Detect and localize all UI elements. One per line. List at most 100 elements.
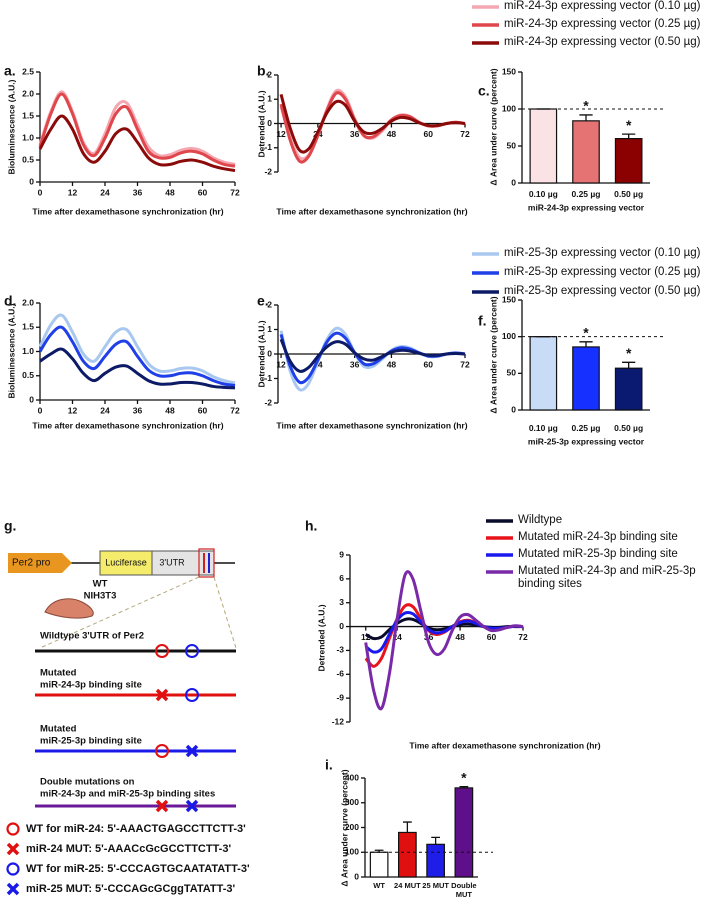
mut-site [155,799,169,813]
x-tick-label: 36 [133,187,143,197]
y-tick-label: 2.0 [22,297,34,307]
y-tick-label: 0 [511,177,516,187]
y-tick-label: 50 [507,368,517,378]
bar [572,346,600,411]
y-tick-label: -3 [336,645,344,655]
wt-site [185,644,199,658]
legend-label: Wildtype [518,514,563,526]
row-label: Wildtype 3'UTR of Per2 [40,631,144,642]
x-tick-label: 36 [133,405,143,415]
x-tick-label: 36 [350,129,360,139]
series-line [279,338,466,373]
y-tick-label: 400 [345,772,359,782]
y-axis-title: Detrended (A.U.) [256,90,266,157]
zoom-line [213,576,237,649]
x-tick-label: 12 [361,632,371,642]
row-label: miR-25-3p binding site [40,736,142,747]
y-tick-label: 1 [267,324,272,334]
mut-site [155,688,169,702]
panel-label: b. [257,63,269,79]
y-tick-label: -9 [336,692,344,702]
y-tick-label: 0 [29,176,34,186]
construct-diagram: g. Per2 pro Luciferase 3'UTR WT NIH3T3 W… [4,518,250,896]
y-tick-label: 2 [267,69,272,79]
y-tick-label: 2 [267,299,272,309]
x-tick-label: 48 [387,359,397,369]
error-bar [622,361,636,369]
x-tick-label: 72 [518,632,528,642]
x-tick-label: 60 [198,187,208,197]
legend-label: Mutated miR-25-3p binding site [518,548,678,560]
y-tick-label: -2 [264,166,272,176]
bar [529,108,558,184]
x-tick-label: 12 [276,359,286,369]
x-tick-label: 48 [165,405,175,415]
wt-site [155,644,169,658]
x-axis-title: Time after dexamethasone synchronization… [32,206,223,216]
x-tick-label: 72 [460,359,470,369]
series-line [38,325,236,387]
x-tick-label: 60 [198,405,208,415]
row-label: Mutated [40,668,77,679]
y-tick-label: 100 [345,847,359,857]
row-label: Double mutations on [40,777,135,788]
cell-label: WT [93,579,108,590]
series-line [38,313,236,385]
x-tick-label: 72 [230,405,240,415]
x-tick-label: 0.10 µg [528,423,558,433]
bar [572,120,600,184]
error-bar [579,341,593,347]
y-axis-title: Detrended (A.U.) [256,320,266,387]
key-text: miR-24 MUT: 5'-AAACcGcGCCTTCTT-3' [26,843,231,855]
y-axis-title: Detrended (A.U.) [316,604,326,671]
legend-label: Mutated miR-24-3p binding site [518,531,678,543]
error-bar [622,133,636,139]
y-tick-label: 2.5 [22,66,34,76]
y-tick-label: 1.0 [22,346,34,356]
legend-label: miR-25-3p expressing vector (0.10 µg) [504,247,701,259]
bar [426,843,445,878]
series-line [279,94,466,154]
series-line [279,91,466,164]
y-tick-label: 0 [511,404,516,414]
x-tick-label: 0.10 µg [528,189,558,199]
panel-label: i. [325,757,333,773]
y-tick-label: 0 [267,348,272,358]
mut-site [185,799,199,813]
y-tick-label: -12 [332,716,345,726]
y-axis-title: Bioluminescence (A.U.) [6,303,16,398]
x-tick-label: 0.25 µg [571,423,601,433]
error-bar [579,114,593,121]
y-tick-label: -1 [264,142,272,152]
legend-label: Mutated miR-24-3p and miR-25-3p binding … [518,565,696,590]
legend-label: miR-25-3p expressing vector (0.25 µg) [504,266,701,278]
y-tick-label: -1 [264,373,272,383]
y-tick-label: 6 [339,573,344,583]
x-tick-label: WT [373,881,385,890]
y-tick-label: 0 [354,871,359,881]
x-tick-label: 60 [423,129,433,139]
zoom-line [39,576,200,649]
x-tick-label: 48 [165,187,175,197]
y-tick-label: 2.0 [22,88,34,98]
series-line [38,92,236,168]
legend-label: miR-25-3p expressing vector (0.50 µg) [504,285,701,297]
x-axis-title: miR-24-3p expressing vector [528,202,645,212]
y-tick-label: 100 [502,103,516,113]
y-tick-label: 150 [502,66,516,76]
row-label: miR-24-3p binding site [40,680,142,691]
x-tick-label: 36 [424,632,434,642]
key-text: WT for miR-25: 5'-CCCAGTGCAATATATT-3' [26,863,250,875]
x-tick-label: 0.50 µg [614,189,644,199]
y-tick-label: 1 [267,94,272,104]
cell-label: NIH3T3 [84,591,117,602]
x-tick-label: 12 [68,187,78,197]
bar [529,336,558,411]
wt-site [185,688,199,702]
significance-mark: * [626,345,632,361]
bar [614,138,643,184]
significance-mark: * [626,117,632,133]
x-tick-label: 24 [392,632,402,642]
bar [398,831,417,878]
